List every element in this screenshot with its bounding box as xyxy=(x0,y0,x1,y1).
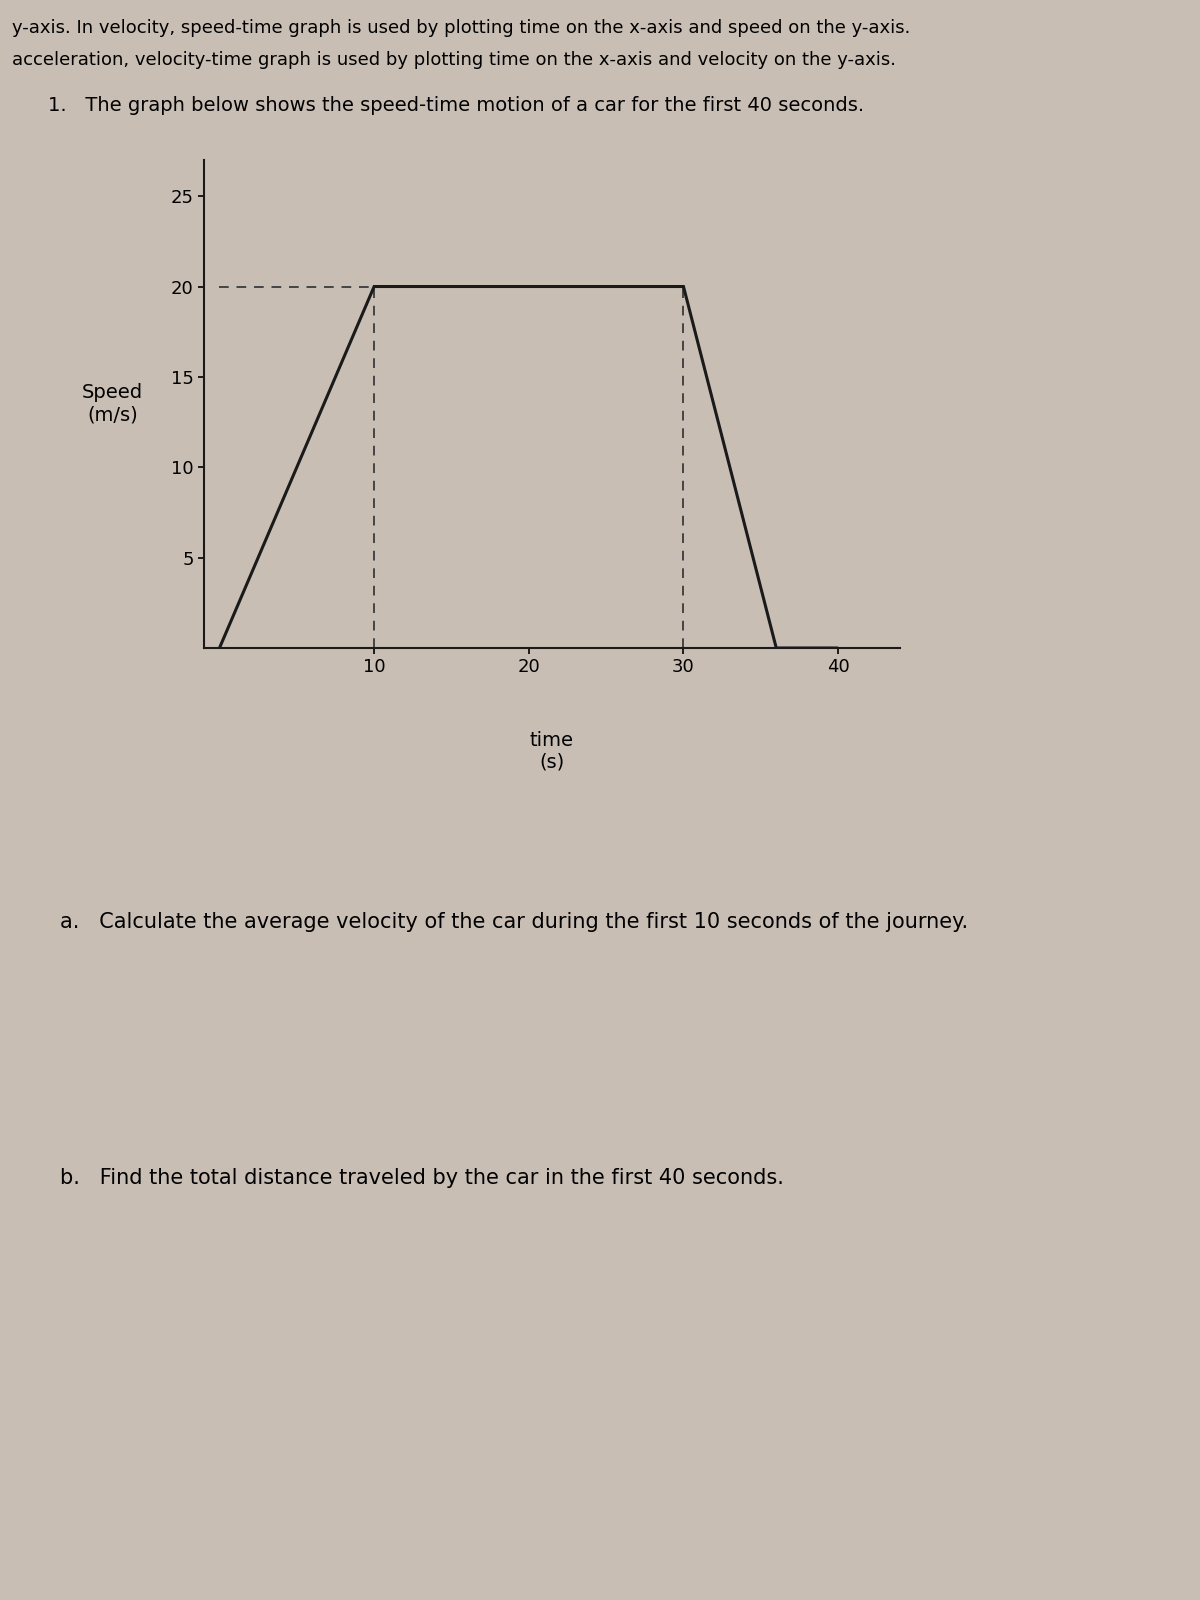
Text: a.   Calculate the average velocity of the car during the first 10 seconds of th: a. Calculate the average velocity of the… xyxy=(60,912,968,931)
Text: acceleration, velocity-time graph is used by plotting time on the x-axis and vel: acceleration, velocity-time graph is use… xyxy=(12,51,896,69)
Y-axis label: Speed
(m/s): Speed (m/s) xyxy=(82,384,143,424)
Text: b.   Find the total distance traveled by the car in the first 40 seconds.: b. Find the total distance traveled by t… xyxy=(60,1168,784,1187)
X-axis label: time
(s): time (s) xyxy=(530,731,574,771)
Text: 1.   The graph below shows the speed-time motion of a car for the first 40 secon: 1. The graph below shows the speed-time … xyxy=(48,96,864,115)
Text: y-axis. In velocity, speed-time graph is used by plotting time on the x-axis and: y-axis. In velocity, speed-time graph is… xyxy=(12,19,911,37)
